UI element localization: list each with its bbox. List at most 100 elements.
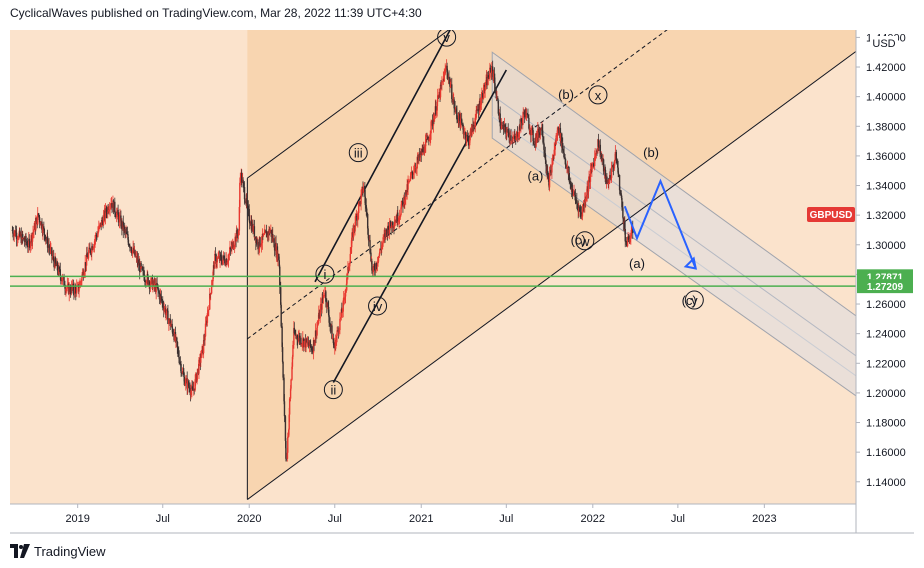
x-tick-label: Jul <box>156 513 170 525</box>
candle-body <box>171 323 173 329</box>
candle-body <box>319 303 322 310</box>
candle-body <box>156 282 158 287</box>
wave-label-circle <box>588 85 608 105</box>
candle-body <box>374 267 376 271</box>
candle-body <box>425 138 427 142</box>
candle-body <box>379 248 381 254</box>
candle-body <box>492 73 495 80</box>
candle-body <box>35 217 38 222</box>
candle-body <box>475 110 477 118</box>
candle-body <box>435 106 437 115</box>
candle-body <box>288 429 290 437</box>
candle-body <box>382 242 384 246</box>
tradingview-logo-icon <box>10 544 30 558</box>
candle-body <box>441 81 444 82</box>
candle-body <box>180 363 182 373</box>
candle-body <box>234 236 236 246</box>
candle-body <box>278 260 281 267</box>
candle-body <box>621 198 623 208</box>
candle-body <box>397 212 399 222</box>
candle-body <box>143 270 145 276</box>
footer-branding[interactable]: TradingView <box>10 542 106 560</box>
y-axis-ticks: 1.14000 1.16000 1.18000 1.20000 1.22000 1.240… <box>856 32 906 489</box>
candle-body <box>128 245 131 246</box>
candle-body <box>158 292 161 300</box>
candle-body <box>405 190 407 200</box>
candle-body <box>383 235 385 238</box>
candle-body <box>14 230 16 233</box>
candle-body <box>131 250 134 254</box>
candle-body <box>188 386 190 389</box>
candle-body <box>48 247 51 251</box>
candle-body <box>609 175 611 183</box>
candle-body <box>357 212 359 214</box>
candle-body <box>38 217 41 223</box>
candle-body <box>546 170 549 176</box>
candle-body <box>612 167 615 169</box>
candle-body <box>341 309 343 313</box>
candle-body <box>453 99 455 109</box>
candle-body <box>165 313 167 315</box>
candle-body <box>480 97 483 105</box>
candle-body <box>489 67 492 69</box>
candle-body <box>448 77 450 79</box>
candle-body <box>538 132 541 136</box>
candle-body <box>408 180 410 183</box>
candle-body <box>331 338 334 340</box>
candle-body <box>272 233 274 241</box>
candle-body <box>69 286 71 292</box>
candle-body <box>33 222 36 231</box>
candle-body <box>233 247 235 249</box>
candle-body <box>30 235 32 244</box>
candle-body <box>213 265 215 269</box>
candle-body <box>477 109 480 112</box>
candle-body <box>586 186 588 195</box>
candle-body <box>13 232 15 237</box>
candle-body <box>321 297 324 299</box>
wave-label-circle <box>348 143 368 163</box>
candle-body <box>615 152 617 161</box>
candle-body <box>398 216 401 218</box>
candle-body <box>539 128 542 136</box>
wave-label: v <box>443 30 450 45</box>
candle-body <box>596 150 598 152</box>
candle-body <box>278 253 280 261</box>
candle-body <box>533 144 536 145</box>
candle-body <box>257 241 259 250</box>
candle-body <box>423 152 426 154</box>
candle-body <box>49 247 52 251</box>
candle-body <box>244 199 246 203</box>
candle-body <box>585 194 588 199</box>
candle-body <box>413 168 416 172</box>
candle-body <box>287 436 289 453</box>
candle-body <box>98 225 100 231</box>
candle-body <box>306 342 309 344</box>
candle-body <box>227 255 230 261</box>
candle-body <box>228 252 231 256</box>
candle-body <box>23 237 25 241</box>
rising-channel-shade <box>247 30 856 500</box>
candle-body <box>375 262 378 267</box>
candle-body <box>97 230 100 233</box>
candle-body <box>481 93 483 98</box>
candle-body <box>145 281 147 284</box>
candle-body <box>556 127 559 136</box>
candle-body <box>625 241 628 247</box>
candle-body <box>86 253 88 257</box>
candle-body <box>216 262 218 264</box>
candle-body <box>295 335 297 337</box>
candle-body <box>58 267 60 274</box>
candle-body <box>53 261 55 268</box>
candle-body <box>312 340 315 353</box>
y-tick-label: 1.20000 <box>866 388 906 400</box>
candle-body <box>147 273 149 277</box>
candle-body <box>372 266 375 273</box>
candle-body <box>214 253 216 269</box>
candle-body <box>520 118 523 122</box>
wave-label: iv <box>373 299 383 314</box>
candle-body <box>374 270 376 272</box>
candle-body <box>581 209 584 217</box>
candle-body <box>329 324 332 327</box>
candle-body <box>385 229 387 237</box>
